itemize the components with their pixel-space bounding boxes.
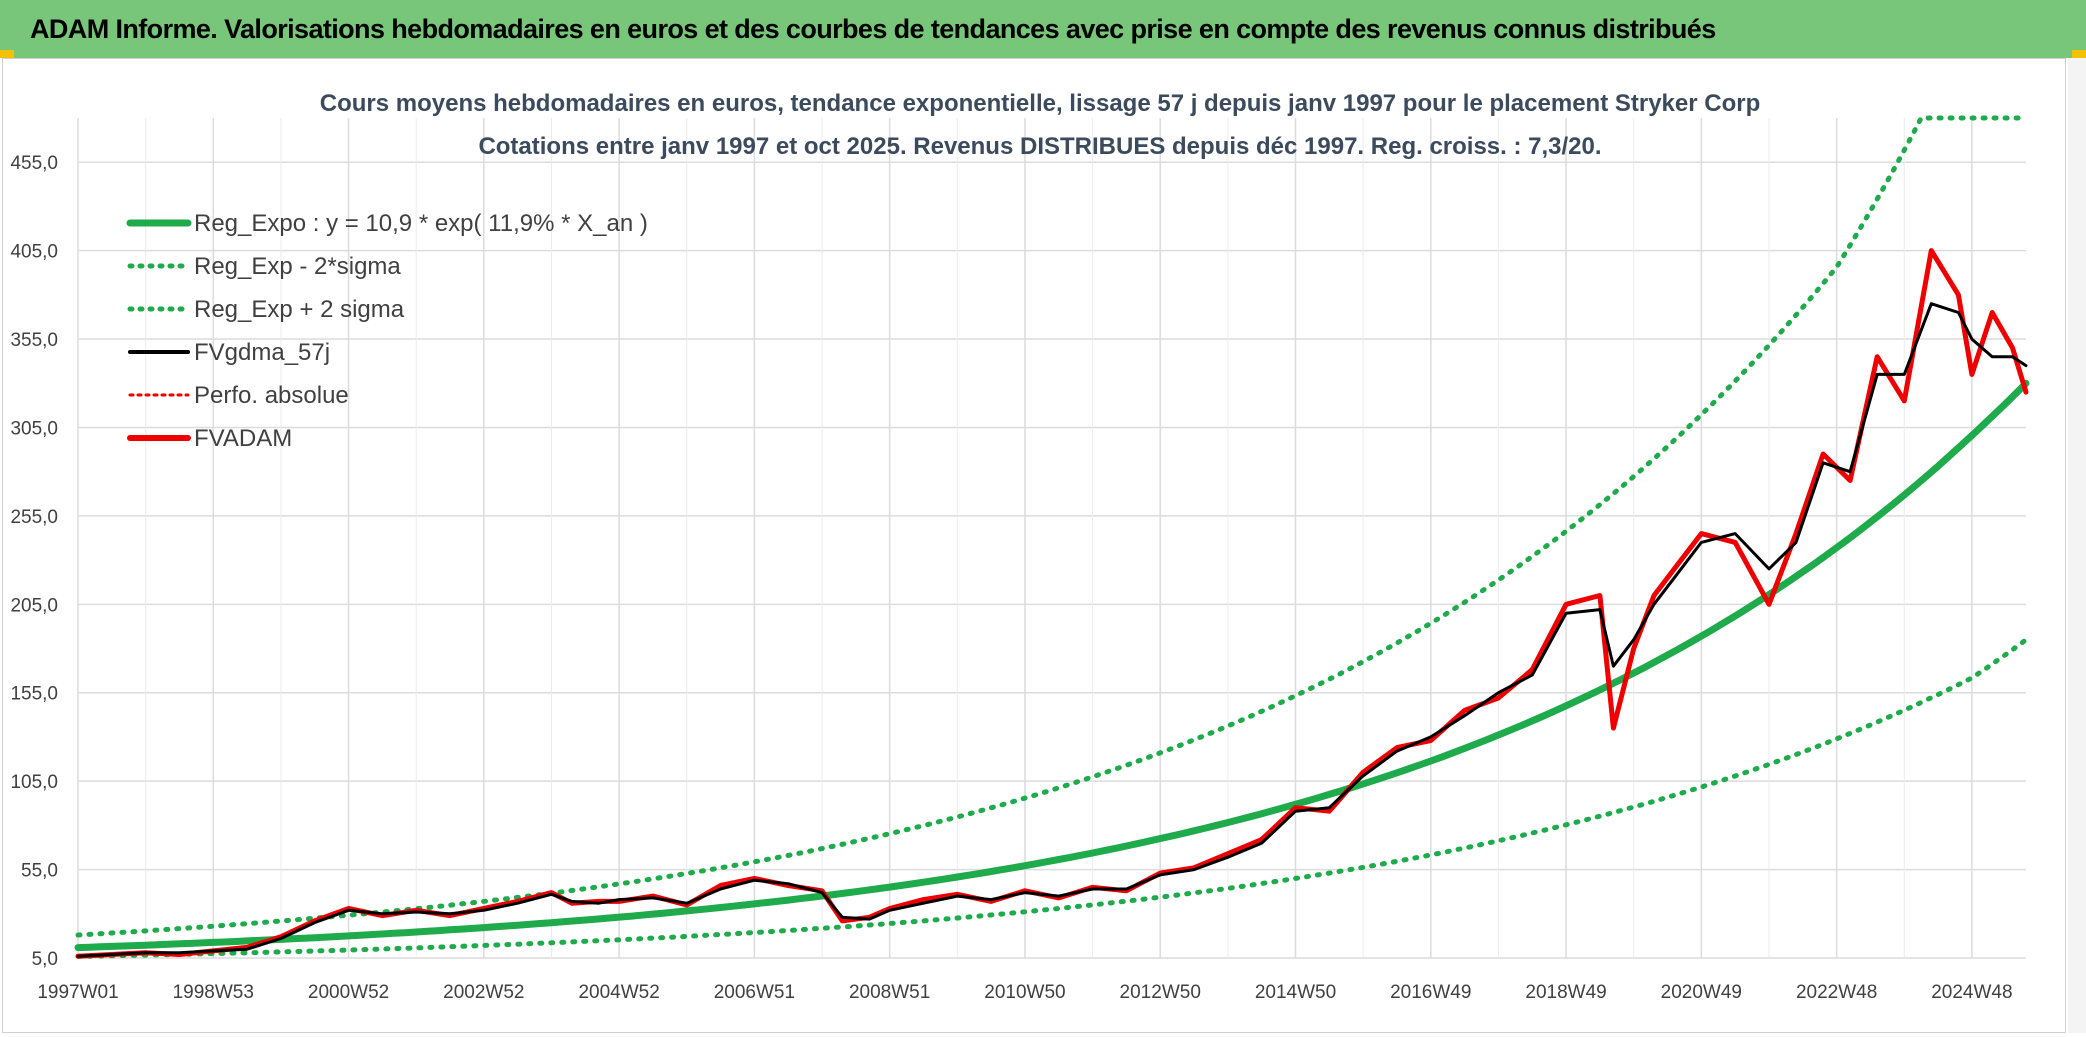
chart-area	[2, 58, 2066, 1033]
report-title: ADAM Informe. Valorisations hebdomadaire…	[30, 13, 1716, 44]
x-tick-label: 2020W49	[1661, 982, 1742, 1003]
x-tick-label: 2018W49	[1525, 982, 1606, 1003]
y-tick-label: 155,0	[10, 684, 58, 705]
x-tick-label: 2012W50	[1120, 982, 1201, 1003]
legend-fvadam: FVADAM	[127, 425, 292, 452]
legend-label: Reg_Exp + 2 sigma	[194, 296, 405, 323]
x-tick-label: 1997W01	[37, 982, 118, 1003]
legend-label: Reg_Expo : y = 10,9 * exp( 11,9% * X_an …	[194, 210, 648, 237]
chart-subtitle: Cotations entre janv 1997 et oct 2025. R…	[478, 133, 1601, 160]
legend-reg-expo: Reg_Expo : y = 10,9 * exp( 11,9% * X_an …	[126, 210, 648, 237]
x-tick-label: 2014W50	[1255, 982, 1336, 1003]
y-tick-label: 5,0	[32, 949, 58, 970]
y-tick-label: 455,0	[10, 153, 58, 174]
reg-exp-plus-2sigma-line	[75, 115, 2029, 938]
legend-label: FVADAM	[194, 425, 292, 452]
legend: Reg_Expo : y = 10,9 * exp( 11,9% * X_an …	[126, 210, 648, 452]
corner-marker-right	[2072, 50, 2086, 58]
x-tick-label: 1998W53	[173, 982, 254, 1003]
series-layer	[74, 115, 2030, 959]
grid-layer	[77, 118, 2026, 959]
legend-fvgdma: FVgdma_57j	[128, 339, 330, 366]
y-tick-label: 405,0	[10, 242, 58, 263]
x-tick-label: 2002W52	[443, 982, 524, 1003]
fvadam-line	[75, 248, 2029, 959]
y-tick-label: 105,0	[10, 772, 58, 793]
fvgdma-line	[76, 302, 2028, 958]
corner-marker-left	[0, 50, 14, 58]
x-tick-label: 2010W50	[984, 982, 1065, 1003]
y-tick-label: 355,0	[10, 330, 58, 351]
legend-label: Perfo. absolue	[194, 382, 349, 409]
legend-reg-exp-plus-2sigma: Reg_Exp + 2 sigma	[127, 296, 405, 323]
legend-label: FVgdma_57j	[194, 339, 330, 366]
y-tick-labels: 5,0 55,0 105,0 155,0 205,0 255,0 305,0 355,0 405…	[10, 153, 58, 970]
chart-title: Cours moyens hebdomadaires en euros, ten…	[320, 90, 1761, 117]
x-tick-label: 2008W51	[849, 982, 930, 1003]
y-tick-label: 255,0	[10, 507, 58, 528]
x-tick-label: 2024W48	[1931, 982, 2012, 1003]
y-tick-label: 205,0	[10, 595, 58, 616]
report-banner: ADAM Informe. Valorisations hebdomadaire…	[0, 0, 2086, 58]
window-edge	[2068, 58, 2086, 1033]
x-tick-label: 2004W52	[578, 982, 659, 1003]
reg-expo-line	[74, 379, 2030, 952]
x-tick-label: 2006W51	[714, 982, 795, 1003]
y-tick-label: 55,0	[21, 861, 58, 882]
x-tick-label: 2022W48	[1796, 982, 1877, 1003]
x-tick-label: 2000W52	[308, 982, 389, 1003]
x-tick-label: 2016W49	[1390, 982, 1471, 1003]
reg-exp-minus-2sigma-line	[75, 637, 2029, 959]
x-tick-labels: 1997W01 1998W53 2000W52 2002W52 2004W52 2006W…	[37, 982, 2012, 1003]
legend-perfo-absolue: Perfo. absolue	[128, 382, 349, 409]
legend-reg-exp-minus-2sigma: Reg_Exp - 2*sigma	[127, 253, 401, 280]
y-tick-label: 305,0	[10, 418, 58, 439]
legend-label: Reg_Exp - 2*sigma	[194, 253, 401, 280]
